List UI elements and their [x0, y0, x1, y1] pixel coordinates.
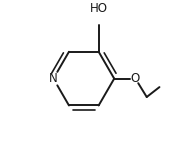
Text: O: O: [131, 72, 140, 85]
Text: N: N: [49, 72, 58, 85]
Text: HO: HO: [90, 2, 108, 15]
